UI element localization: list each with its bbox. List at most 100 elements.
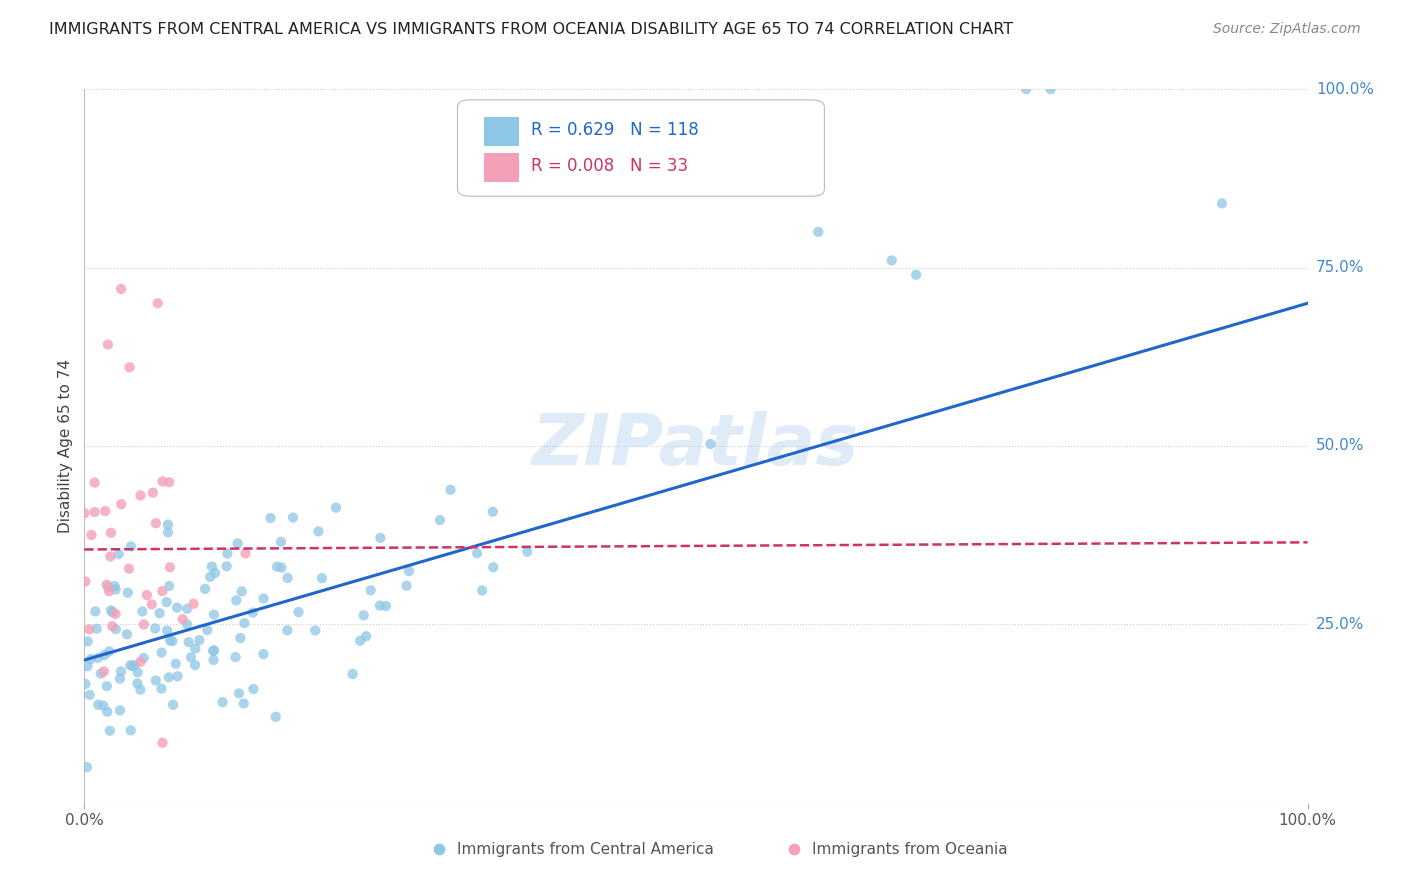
Point [156,624,179,638]
Point [152,736,174,750]
Point [217,547,239,561]
Point [231,584,253,599]
Point [103,579,125,593]
Point [127,665,149,680]
Point [225,593,247,607]
Point [252,647,274,661]
Point [176,617,198,632]
Bar [484,117,519,145]
Point [76,760,98,774]
Point [86,622,108,636]
Point [77,623,100,637]
Point [184,658,207,673]
Point [150,646,173,660]
Point [100,603,122,617]
Point [180,650,202,665]
Text: ZIPatlas: ZIPatlas [533,411,859,481]
Text: 100.0%: 100.0% [1316,82,1374,96]
Point [360,583,382,598]
Text: Source: ZipAtlas.com: Source: ZipAtlas.com [1213,22,1361,37]
Point [97,580,120,594]
Point [880,253,903,268]
Point [349,633,371,648]
Point [132,651,155,665]
Point [141,598,163,612]
Text: Immigrants from Oceania: Immigrants from Oceania [813,842,1008,856]
Point [166,600,188,615]
Point [143,621,166,635]
Point [129,682,152,697]
Point [118,562,141,576]
Point [270,560,292,574]
Point [157,579,180,593]
Point [96,705,118,719]
Text: 25.0%: 25.0% [1316,617,1364,632]
Point [307,524,329,539]
Point [100,549,122,564]
Point [150,681,173,696]
Point [201,559,224,574]
Point [232,697,254,711]
Point [152,475,174,489]
Point [228,686,250,700]
Point [398,564,420,578]
Point [354,629,377,643]
Point [94,504,117,518]
Point [83,505,105,519]
Point [79,688,101,702]
Point [202,644,225,658]
Point [96,577,118,591]
Point [184,641,207,656]
Text: IMMIGRANTS FROM CENTRAL AMERICA VS IMMIGRANTS FROM OCEANIA DISABILITY AGE 65 TO : IMMIGRANTS FROM CENTRAL AMERICA VS IMMIG… [49,22,1014,37]
Point [93,648,115,662]
Point [142,485,165,500]
Point [83,475,105,490]
Point [110,282,132,296]
Point [104,607,127,621]
Point [120,658,142,673]
Point [146,296,169,310]
Point [108,672,131,686]
Point [157,670,180,684]
Point [104,622,127,636]
Point [188,633,211,648]
Point [1015,82,1038,96]
Point [127,676,149,690]
Point [482,560,505,574]
Point [120,723,142,738]
Point [124,658,146,673]
Point [101,619,124,633]
Point [264,710,287,724]
Point [159,633,181,648]
Point [157,525,180,540]
Text: R = 0.629   N = 118: R = 0.629 N = 118 [531,121,699,139]
Point [204,566,226,580]
Point [75,574,97,589]
Point [90,666,112,681]
Point [93,665,115,679]
Point [198,570,221,584]
Point [266,559,288,574]
Point [132,617,155,632]
Point [202,653,225,667]
Point [98,723,121,738]
Point [325,500,347,515]
Point [429,513,451,527]
Point [110,665,132,679]
Point [225,650,247,665]
Point [281,510,304,524]
Point [145,673,167,688]
Point [481,505,503,519]
Point [195,623,218,637]
Point [807,225,830,239]
Point [176,601,198,615]
Point [118,360,141,375]
Point [120,540,142,554]
Point [156,595,179,609]
Point [115,627,138,641]
Text: 75.0%: 75.0% [1316,260,1364,275]
Point [135,588,157,602]
Text: Immigrants from Central America: Immigrants from Central America [457,842,714,856]
Point [162,698,184,712]
Point [108,703,131,717]
